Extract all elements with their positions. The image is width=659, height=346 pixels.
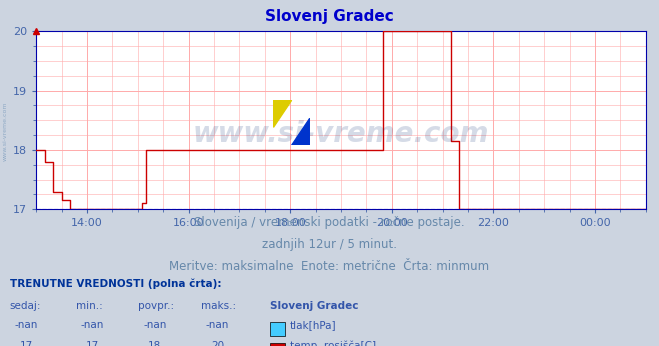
Polygon shape xyxy=(273,100,291,127)
Text: -nan: -nan xyxy=(143,320,167,330)
Text: Meritve: maksimalne  Enote: metrične  Črta: minmum: Meritve: maksimalne Enote: metrične Črta… xyxy=(169,260,490,273)
Text: Slovenj Gradec: Slovenj Gradec xyxy=(270,301,358,311)
Text: -nan: -nan xyxy=(206,320,229,330)
Text: min.:: min.: xyxy=(76,301,103,311)
Text: zadnjih 12ur / 5 minut.: zadnjih 12ur / 5 minut. xyxy=(262,238,397,251)
Polygon shape xyxy=(291,118,310,145)
Text: www.si-vreme.com: www.si-vreme.com xyxy=(193,120,489,148)
Text: 17: 17 xyxy=(20,341,33,346)
Text: povpr.:: povpr.: xyxy=(138,301,175,311)
Text: Slovenj Gradec: Slovenj Gradec xyxy=(265,9,394,24)
Text: www.si-vreme.com: www.si-vreme.com xyxy=(3,102,8,161)
Text: Slovenija / vremenski podatki - ročne postaje.: Slovenija / vremenski podatki - ročne po… xyxy=(194,216,465,229)
Text: -nan: -nan xyxy=(80,320,104,330)
Text: TRENUTNE VREDNOSTI (polna črta):: TRENUTNE VREDNOSTI (polna črta): xyxy=(10,279,221,289)
Text: 20: 20 xyxy=(211,341,224,346)
Text: 18: 18 xyxy=(148,341,161,346)
Text: 17: 17 xyxy=(86,341,99,346)
Text: -nan: -nan xyxy=(14,320,38,330)
Text: temp. rosišča[C]: temp. rosišča[C] xyxy=(290,341,376,346)
Text: sedaj:: sedaj: xyxy=(10,301,42,311)
Text: maks.:: maks.: xyxy=(201,301,236,311)
Text: tlak[hPa]: tlak[hPa] xyxy=(290,320,337,330)
